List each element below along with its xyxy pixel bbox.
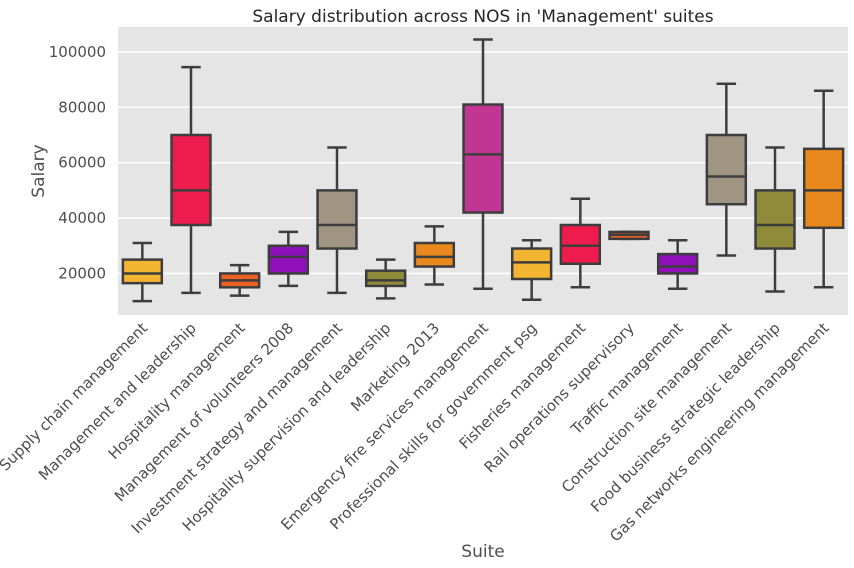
box-iqr <box>754 189 796 250</box>
box-iqr <box>316 189 358 250</box>
box-iqr <box>364 269 407 288</box>
box-iqr <box>656 252 699 275</box>
box-9 <box>559 197 602 289</box>
box-3 <box>267 230 310 288</box>
boxes-group <box>121 38 845 303</box>
box-iqr <box>559 223 602 266</box>
box-iqr <box>510 247 553 281</box>
box-14 <box>802 89 845 289</box>
box-1 <box>170 65 212 295</box>
box-iqr <box>121 258 164 285</box>
box-0 <box>121 241 164 303</box>
x-tick-label-6: Marketing 2013 <box>347 319 443 415</box>
box-iqr <box>170 133 212 227</box>
chart-title: Salary distribution across NOS in 'Manag… <box>252 7 713 27</box>
y-tick-label-1: 40000 <box>58 209 106 227</box>
box-iqr <box>705 133 748 206</box>
box-8 <box>510 238 553 302</box>
box-11 <box>656 238 699 290</box>
box-iqr <box>462 103 504 214</box>
box-2 <box>218 263 261 297</box>
x-tick-label-3: Management of volunteers 2008 <box>111 319 297 505</box>
box-13 <box>754 146 796 293</box>
y-tick-label-0: 20000 <box>58 264 106 282</box>
box-10 <box>608 230 650 241</box>
box-iqr <box>267 244 310 275</box>
x-axis-label: Suite <box>461 542 504 562</box>
box-iqr <box>802 147 845 230</box>
y-tick-label-2: 60000 <box>58 154 106 172</box>
y-axis-label: Salary <box>29 144 49 197</box>
box-iqr <box>413 241 456 268</box>
y-tick-label-3: 80000 <box>58 98 106 116</box>
box-12 <box>705 82 748 257</box>
y-tick-label-4: 100000 <box>49 43 106 61</box>
box-5 <box>364 258 407 300</box>
box-4 <box>316 146 358 295</box>
y-tick-labels: 20000 40000 60000 80000 100000 <box>49 43 106 283</box>
box-6 <box>413 225 456 286</box>
box-7 <box>462 38 504 290</box>
